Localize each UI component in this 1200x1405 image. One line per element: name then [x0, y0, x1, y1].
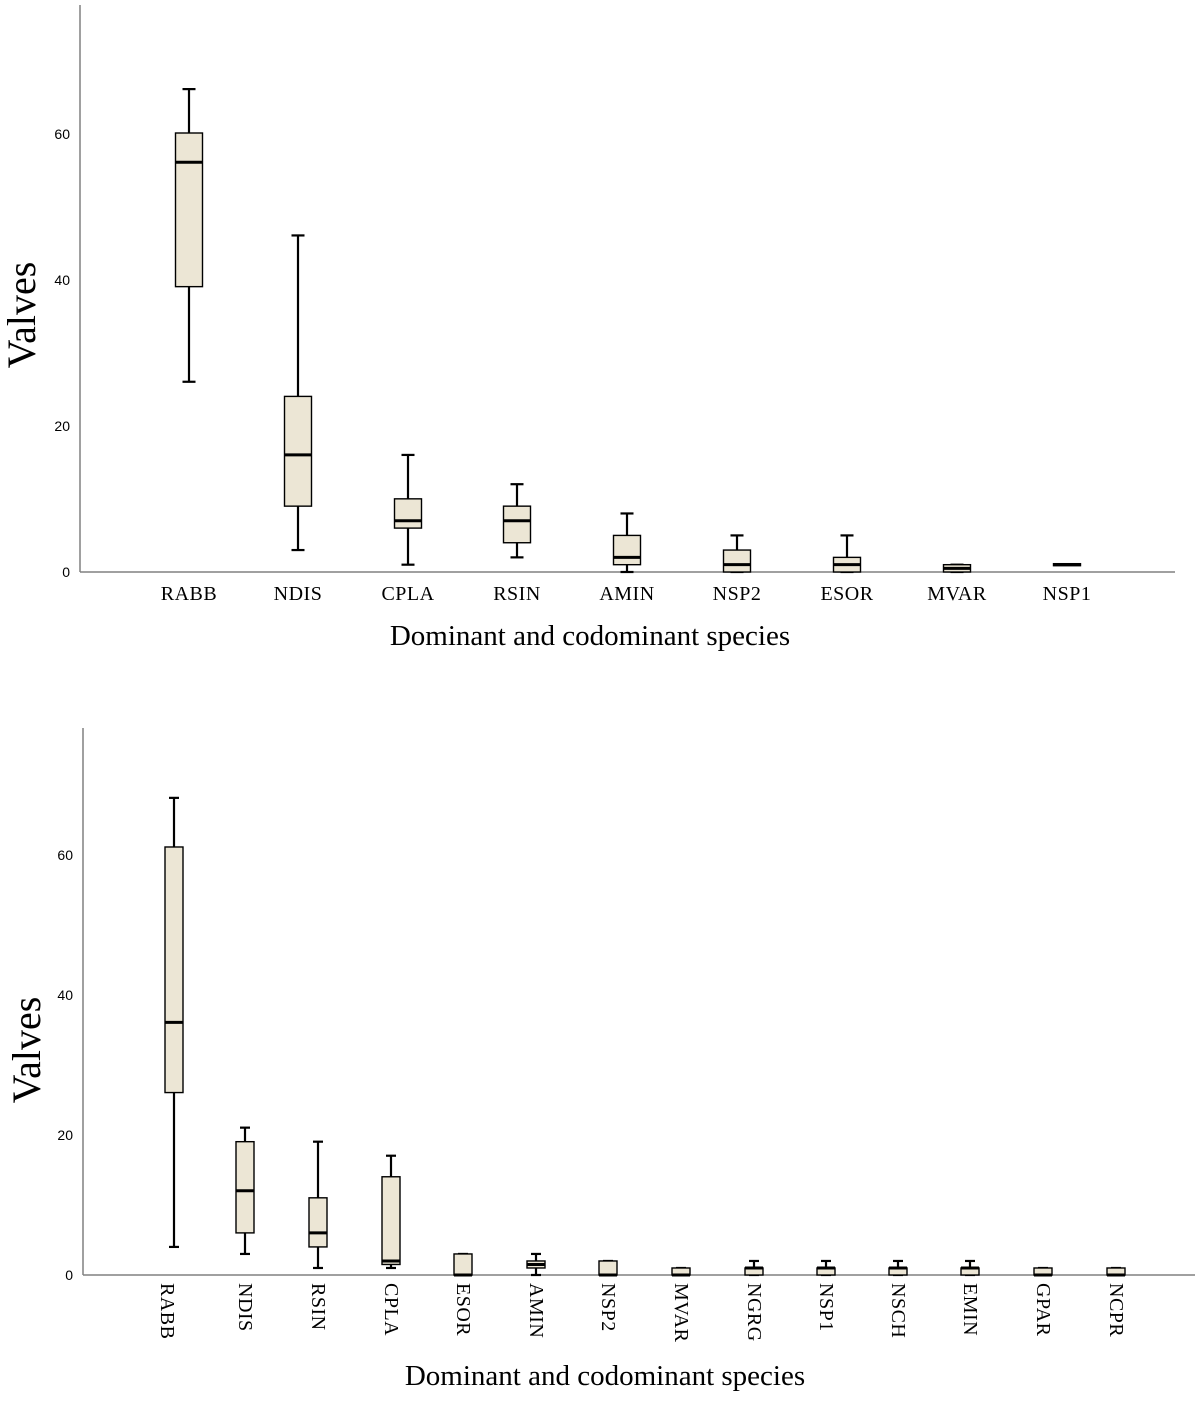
box-mvar: [671, 1266, 691, 1277]
x-tick-label: CPLA: [381, 583, 434, 605]
box-ncpr: [1106, 1266, 1126, 1277]
x-tick-labels: RABB NDIS CPLA RSIN AMIN NSP2 ESOR MVAR …: [161, 583, 1092, 605]
box-mvar: [942, 563, 972, 574]
x-tick-label: RSIN: [493, 583, 541, 605]
x-tick-label: NGRG: [743, 1283, 765, 1342]
iqr-box: [453, 1253, 473, 1276]
box-nsp1: [816, 1259, 836, 1277]
box-series: [164, 796, 1126, 1277]
box-emin: [960, 1259, 980, 1277]
y-tick-labels: 0 20 40 60: [57, 847, 73, 1283]
box-esor: [832, 534, 862, 574]
x-tick-label: NSP1: [815, 1283, 837, 1332]
x-tick-label: ESOR: [820, 583, 873, 605]
box-esor: [453, 1252, 473, 1277]
iqr-box: [235, 1140, 255, 1234]
x-tick-label: ESOR: [452, 1283, 474, 1336]
x-tick-label: AMIN: [525, 1283, 547, 1338]
boxplot-panel-top: 0 20 40 60 RABB NDIS CPLA RSIN AMIN NSP2…: [0, 5, 1175, 652]
x-axis-title: Dominant and codominant species: [390, 620, 790, 652]
box-nsp2: [722, 534, 752, 574]
x-tick-label: MVAR: [927, 583, 987, 605]
boxplot-panel-bottom: 0 20 40 60 RABB NDIS RSIN CPLA ESOR AMIN…: [4, 728, 1195, 1392]
x-tick-label: NSP1: [1043, 583, 1092, 605]
iqr-box: [381, 1176, 401, 1266]
y-tick-labels: 0 20 40 60: [54, 126, 70, 580]
x-tick-label: NSP2: [597, 1283, 619, 1332]
box-rabb: [174, 87, 204, 383]
iqr-box: [393, 498, 423, 529]
x-tick-label: NDIS: [234, 1283, 256, 1332]
y-tick-label: 60: [54, 126, 70, 142]
y-tick-label: 0: [65, 1267, 73, 1283]
box-ndis: [235, 1126, 255, 1256]
x-tick-label: EMIN: [959, 1283, 981, 1336]
iqr-box: [308, 1197, 328, 1248]
iqr-box: [502, 505, 532, 544]
iqr-box: [598, 1260, 618, 1276]
y-axis-title: Valves: [4, 997, 49, 1104]
x-tick-label: MVAR: [670, 1283, 692, 1343]
iqr-box: [164, 846, 184, 1094]
y-tick-label: 20: [57, 1127, 73, 1143]
x-tick-label: GPAR: [1032, 1283, 1054, 1337]
y-tick-label: 20: [54, 418, 70, 434]
box-rsin: [502, 483, 532, 559]
y-tick-label: 60: [57, 847, 73, 863]
box-ndis: [283, 234, 313, 552]
x-tick-label: NCPR: [1105, 1283, 1127, 1337]
x-tick-label: AMIN: [599, 583, 654, 605]
x-tick-label: NSCH: [887, 1283, 909, 1338]
box-nsp1: [1052, 562, 1082, 567]
x-tick-label: NSP2: [713, 583, 762, 605]
box-series: [174, 87, 1082, 574]
iqr-box: [612, 534, 642, 566]
box-nsp2: [598, 1259, 618, 1277]
x-axis-title: Dominant and codominant species: [405, 1360, 805, 1392]
box-cpla: [393, 453, 423, 566]
x-tick-label: CPLA: [380, 1283, 402, 1336]
box-amin: [612, 512, 642, 574]
x-tick-label: NDIS: [274, 583, 323, 605]
iqr-box: [174, 132, 204, 288]
box-rabb: [164, 796, 184, 1249]
box-ngrg: [744, 1259, 764, 1277]
x-tick-label: RSIN: [307, 1283, 329, 1331]
x-tick-label: RABB: [156, 1283, 178, 1339]
y-tick-label: 40: [57, 987, 73, 1003]
box-amin: [526, 1252, 546, 1277]
iqr-box: [722, 549, 752, 573]
box-rsin: [308, 1140, 328, 1270]
y-tick-label: 0: [62, 564, 70, 580]
box-nsch: [888, 1259, 908, 1277]
box-gpar: [1033, 1266, 1053, 1277]
y-axis-title: Valves: [0, 262, 44, 369]
box-cpla: [381, 1154, 401, 1270]
x-tick-labels: RABB NDIS RSIN CPLA ESOR AMIN NSP2 MVAR …: [156, 1283, 1127, 1343]
x-tick-label: RABB: [161, 583, 217, 605]
y-tick-label: 40: [54, 272, 70, 288]
iqr-box: [283, 395, 313, 507]
